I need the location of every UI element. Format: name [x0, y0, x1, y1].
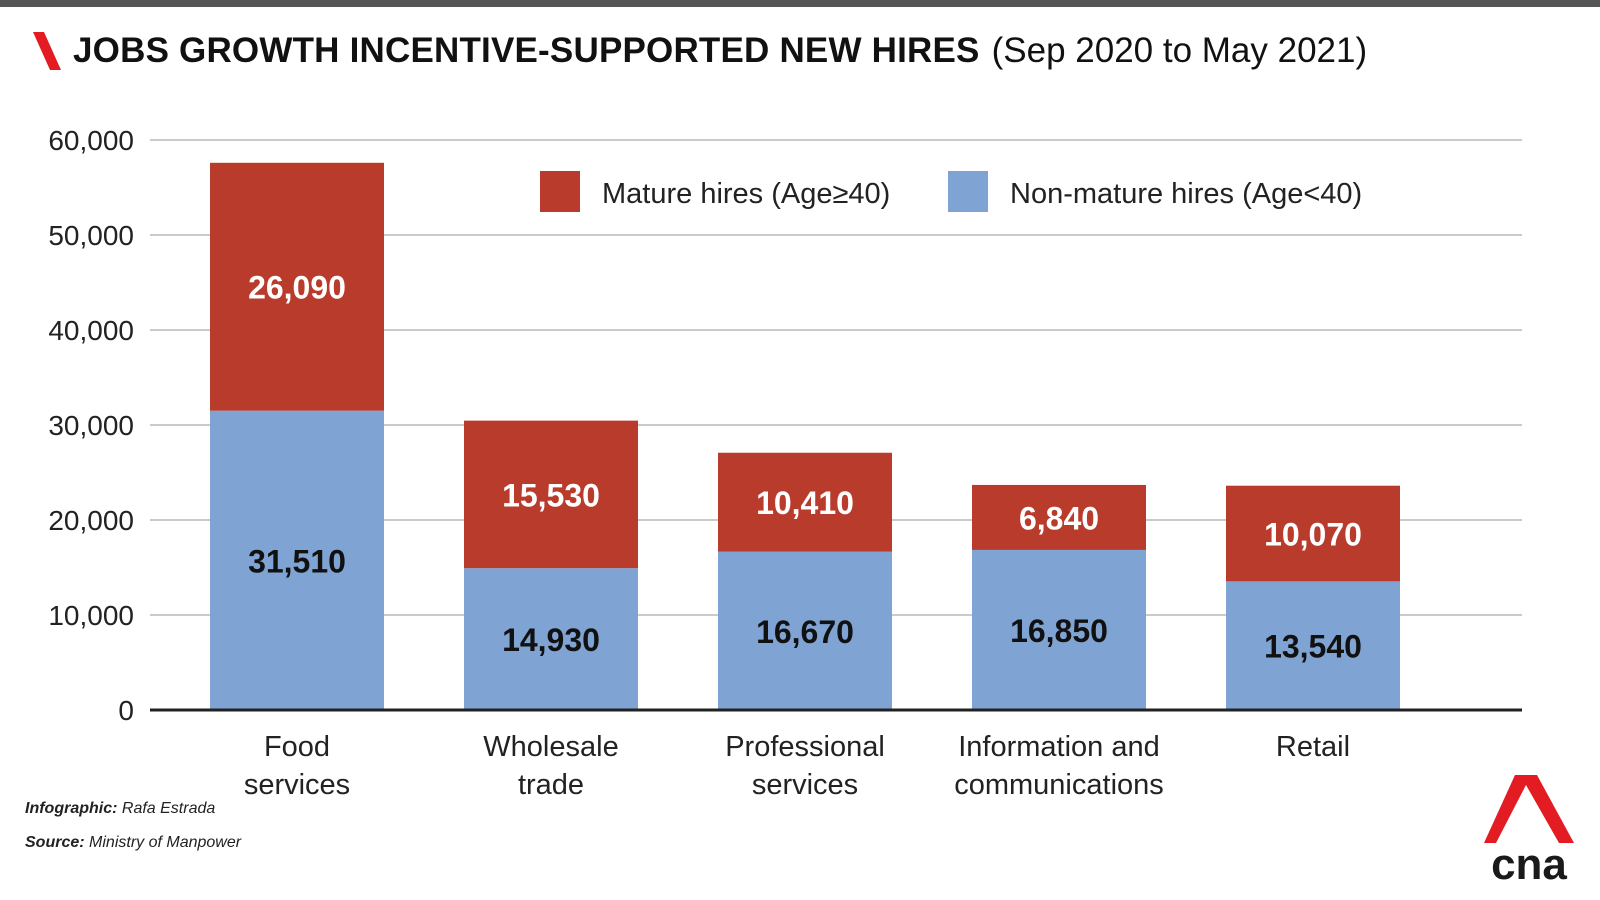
x-category-label: services	[752, 769, 858, 801]
bar-value-label: 10,070	[1264, 517, 1362, 553]
bar-value-label: 6,840	[1019, 500, 1099, 536]
bar-mature	[1226, 485, 1400, 582]
legend-swatch-non-mature	[948, 171, 988, 212]
x-category-label: services	[244, 769, 350, 801]
chart-header: JOBS GROWTH INCENTIVE-SUPPORTED NEW HIRE…	[33, 26, 1367, 76]
bar-non-mature	[210, 410, 384, 710]
source-value: Ministry of Manpower	[89, 834, 242, 851]
legend-swatch-mature	[540, 171, 580, 212]
y-tick-label: 20,000	[48, 505, 134, 536]
bar-value-label: 16,670	[756, 614, 854, 650]
bar-mature	[972, 484, 1146, 550]
y-tick-label: 50,000	[48, 220, 134, 251]
x-category-label: Retail	[1276, 731, 1350, 763]
bar-value-label: 13,540	[1264, 629, 1362, 665]
bar-mature	[718, 452, 892, 552]
x-category-label: Information and	[958, 731, 1160, 763]
cna-logo-icon: cna	[1484, 775, 1574, 885]
bar-non-mature	[1226, 581, 1400, 710]
legend-label: Mature hires (Age≥40)	[602, 178, 890, 210]
bar-value-label: 31,510	[248, 543, 346, 579]
bar-value-label: 10,410	[756, 485, 854, 521]
bar-value-label: 14,930	[502, 622, 600, 658]
chart-title: JOBS GROWTH INCENTIVE-SUPPORTED NEW HIRE…	[73, 31, 980, 70]
bar-mature	[464, 420, 638, 569]
bar-non-mature	[718, 551, 892, 710]
y-tick-label: 30,000	[48, 410, 134, 441]
bar-non-mature	[464, 568, 638, 710]
bar-value-label: 15,530	[502, 477, 600, 513]
infographic-credit: Infographic: Rafa Estrada	[25, 800, 215, 818]
bar-value-label: 26,090	[248, 270, 346, 306]
source-credit: Source: Ministry of Manpower	[25, 834, 241, 852]
x-category-label: Wholesale	[483, 731, 618, 763]
y-tick-label: 0	[118, 695, 134, 726]
bar-non-mature	[972, 549, 1146, 710]
y-tick-label: 40,000	[48, 315, 134, 346]
bar-value-label: 16,850	[1010, 613, 1108, 649]
legend-label: Non-mature hires (Age<40)	[1010, 178, 1362, 210]
logo-text: cna	[1491, 840, 1567, 885]
y-tick-label: 60,000	[48, 125, 134, 156]
top-bar	[0, 0, 1600, 7]
source-label: Source:	[25, 834, 85, 851]
chart-subtitle: (Sep 2020 to May 2021)	[991, 31, 1368, 70]
y-tick-label: 10,000	[48, 600, 134, 631]
x-category-label: Professional	[725, 731, 885, 763]
slash-mark-icon	[33, 32, 61, 70]
x-category-label: trade	[518, 769, 584, 801]
bar-mature	[210, 162, 384, 411]
infographic-author: Rafa Estrada	[121, 800, 216, 817]
infographic-label: Infographic:	[25, 800, 118, 817]
x-category-label: Food	[264, 731, 330, 763]
x-category-label: communications	[954, 769, 1164, 801]
